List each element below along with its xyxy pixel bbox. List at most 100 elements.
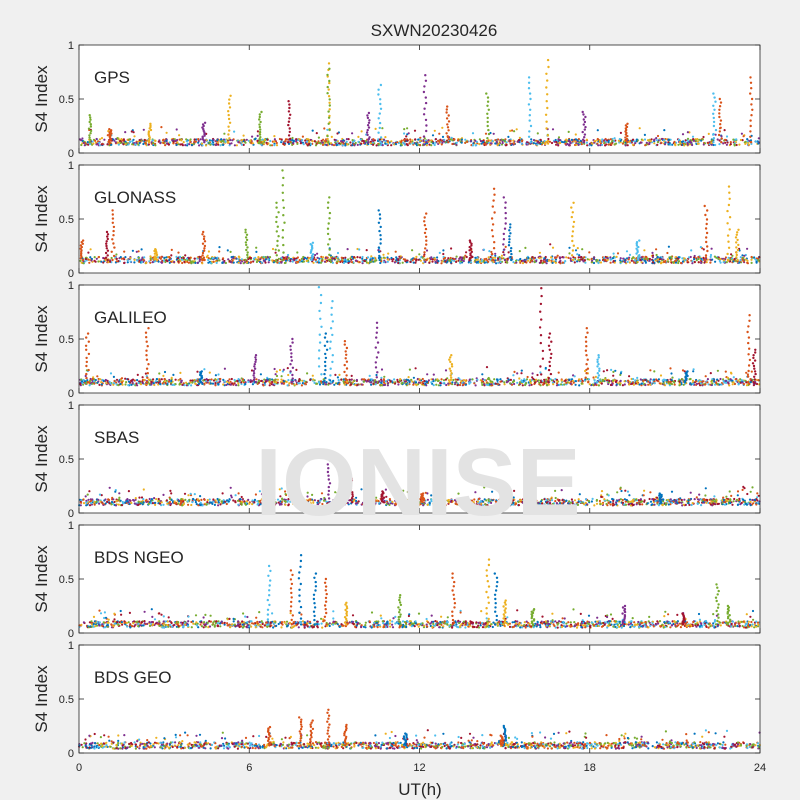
data-point	[235, 384, 238, 387]
spike-point	[375, 356, 379, 359]
spike-point	[485, 141, 488, 144]
data-point	[726, 376, 730, 379]
data-point	[117, 143, 120, 146]
spike-point	[227, 133, 230, 136]
spike-point	[486, 124, 489, 128]
spike-point	[111, 209, 114, 212]
data-point	[595, 259, 599, 262]
data-point	[497, 138, 500, 141]
data-point	[174, 139, 177, 143]
data-point	[529, 257, 532, 260]
data-point	[400, 140, 403, 144]
spike-point	[324, 332, 327, 335]
data-point	[691, 135, 695, 138]
data-point	[599, 261, 603, 264]
data-point	[642, 379, 645, 382]
spike-point	[328, 253, 331, 256]
data-point	[245, 138, 248, 141]
data-point	[391, 260, 394, 263]
data-point	[489, 142, 493, 145]
spike-point	[750, 114, 753, 117]
data-point	[170, 376, 173, 379]
spike-point	[528, 130, 531, 133]
data-point	[384, 136, 387, 139]
data-point	[444, 369, 448, 372]
data-point	[168, 256, 172, 259]
spike-point	[260, 110, 263, 114]
data-point	[222, 378, 225, 381]
data-point	[257, 380, 261, 383]
spike-point	[504, 222, 507, 225]
spike-point	[328, 217, 331, 220]
data-point	[455, 260, 458, 263]
spike-point	[582, 118, 585, 121]
data-point	[261, 138, 264, 141]
spike-point	[252, 378, 256, 382]
data-point	[296, 251, 299, 254]
data-point	[476, 258, 479, 261]
spike-point	[486, 116, 489, 120]
spike-point	[323, 372, 326, 376]
data-point	[177, 379, 180, 382]
data-point	[507, 251, 510, 254]
data-point	[559, 256, 562, 259]
spike-point	[705, 236, 708, 239]
y-tick-label: 1	[68, 40, 74, 52]
data-point	[272, 379, 275, 382]
data-point	[134, 143, 137, 146]
data-point	[367, 262, 370, 265]
spike-point	[490, 217, 494, 220]
data-point	[449, 261, 453, 264]
spike-point	[111, 213, 115, 216]
data-point	[119, 140, 122, 143]
data-point	[621, 384, 625, 387]
data-point	[140, 258, 143, 261]
data-point	[287, 379, 290, 382]
data-point	[499, 380, 502, 383]
data-point	[187, 257, 191, 260]
spike-point	[111, 217, 115, 220]
data-point	[149, 261, 152, 264]
spike-point	[327, 122, 330, 126]
spike-point	[87, 368, 90, 372]
spike-point	[147, 130, 151, 133]
data-point	[131, 249, 134, 252]
data-point	[656, 141, 660, 144]
data-point	[176, 257, 179, 260]
data-point	[295, 140, 298, 143]
spike-point	[81, 258, 85, 262]
data-point	[93, 256, 96, 259]
data-point	[550, 256, 553, 259]
data-point	[247, 380, 250, 383]
data-point	[727, 256, 730, 259]
spike-point	[581, 110, 584, 114]
data-point	[449, 138, 452, 141]
spike-point	[736, 258, 739, 262]
data-point	[429, 258, 432, 261]
data-point	[662, 378, 666, 381]
data-point	[278, 137, 281, 141]
data-point	[747, 143, 751, 146]
spike-point	[229, 94, 232, 98]
data-point	[445, 383, 448, 387]
spike-point	[586, 358, 589, 361]
spike-point	[540, 373, 543, 376]
data-point	[465, 251, 468, 254]
data-point	[199, 138, 202, 141]
spike-point	[149, 122, 152, 126]
spike-point	[275, 201, 278, 204]
spike-point	[508, 238, 511, 241]
data-point	[442, 257, 445, 260]
spike-point	[113, 246, 116, 249]
spike-point	[749, 119, 752, 122]
data-point	[295, 368, 298, 371]
data-point	[505, 381, 508, 384]
data-point	[217, 143, 220, 146]
data-point	[291, 139, 294, 142]
data-point	[408, 142, 411, 145]
data-point	[313, 140, 316, 143]
data-point	[268, 256, 272, 259]
data-point	[337, 379, 340, 382]
data-point	[734, 378, 737, 381]
data-point	[214, 374, 217, 377]
